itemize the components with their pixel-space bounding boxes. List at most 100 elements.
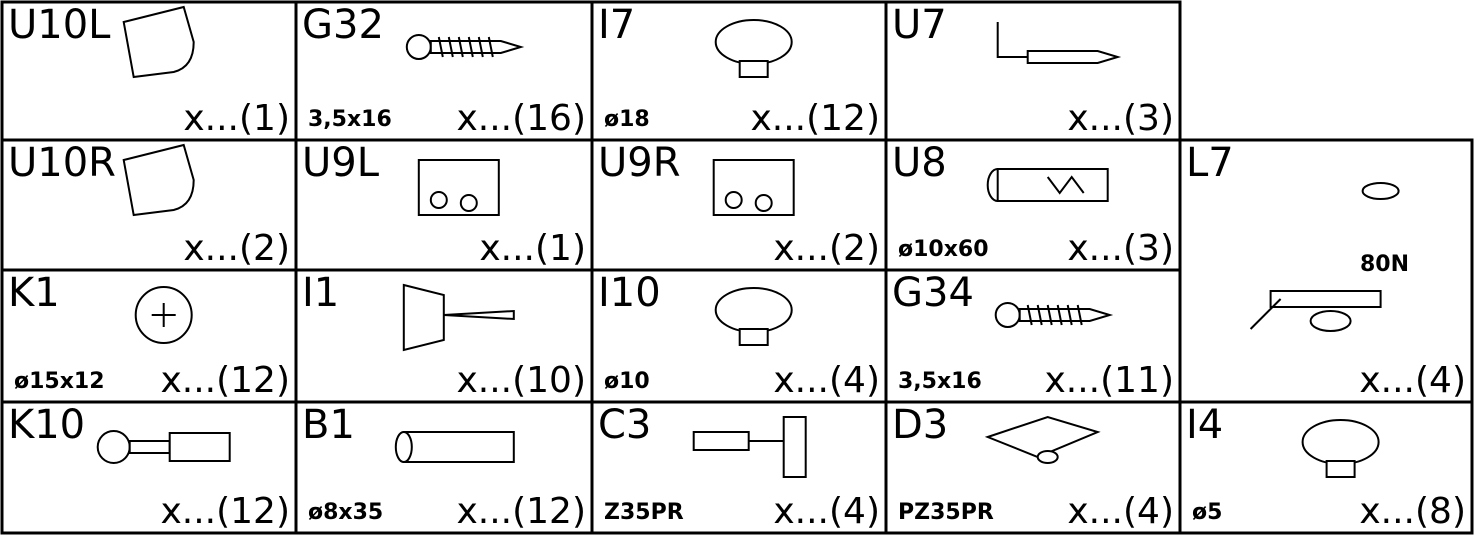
part-quantity: x...(2) (183, 228, 290, 269)
part-spec: ø5 (1192, 500, 1222, 525)
icon-part (1325, 460, 1356, 478)
part-cell: U10L x...(1) (0, 0, 298, 142)
icon-part (429, 40, 525, 54)
part-quantity: x...(3) (1067, 228, 1174, 269)
icon-part (1056, 304, 1063, 326)
part-quantity: x...(16) (456, 98, 586, 139)
part-spec: Z35PR (604, 500, 684, 525)
part-spec: ø18 (604, 107, 650, 132)
part-cell: U8 ø10x60 x...(3) (884, 138, 1182, 272)
icon-part (984, 415, 1101, 459)
icon-part (122, 5, 195, 79)
icon-part (168, 432, 231, 462)
part-code: U8 (892, 140, 947, 186)
icon-part (417, 159, 500, 216)
icon-part (467, 36, 474, 58)
part-code: C3 (598, 402, 651, 448)
icon-part (405, 34, 432, 60)
icon-part (1309, 310, 1352, 332)
part-spec: ø8x35 (308, 500, 383, 525)
icon-part (782, 416, 807, 478)
part-code: U9L (302, 140, 380, 186)
part-cell: G34 3,5x16 x...(11) (884, 268, 1182, 404)
icon-part (1249, 298, 1282, 330)
part-spec: 80N (1360, 252, 1409, 277)
icon-part (754, 194, 773, 212)
part-spec: ø10 (604, 369, 650, 394)
part-quantity: x...(4) (1067, 491, 1174, 532)
part-code: U9R (598, 140, 681, 186)
part-code: B1 (302, 402, 355, 448)
icon-part (996, 22, 1028, 58)
part-cell: G32 3,5x16 x...(16) (294, 0, 594, 142)
part-code: K10 (8, 402, 85, 448)
part-code: I1 (302, 270, 339, 316)
icon-part (459, 194, 478, 212)
icon-part (1076, 304, 1083, 326)
part-code: G32 (302, 2, 384, 48)
icon-part (443, 309, 515, 321)
part-code: I7 (598, 2, 635, 48)
part-quantity: x...(4) (1359, 360, 1466, 401)
icon-part (1361, 182, 1400, 200)
icon-part (1269, 290, 1382, 308)
part-spec: ø15x12 (14, 369, 105, 394)
part-cell: L7 80N x...(4) (1178, 138, 1474, 404)
part-quantity: x...(1) (479, 228, 586, 269)
icon-part (128, 440, 171, 454)
part-cell: K10 x...(12) (0, 400, 298, 535)
part-cell: K1 ø15x12 x...(12) (0, 268, 298, 404)
cell-border (1178, 400, 1474, 535)
part-quantity: x...(12) (456, 491, 586, 532)
part-spec: 3,5x16 (898, 369, 982, 394)
part-code: G34 (892, 270, 974, 316)
part-cell: I7 ø18 x...(12) (590, 0, 888, 142)
icon-part (477, 36, 484, 58)
part-cell: U9R x...(2) (590, 138, 888, 272)
icon-part (151, 303, 176, 327)
icon-part (714, 19, 793, 65)
part-cell: C3 Z35PR x...(4) (590, 400, 888, 535)
icon-part (1026, 304, 1033, 326)
icon-part (738, 328, 769, 346)
icon-part (457, 36, 464, 58)
part-quantity: x...(3) (1067, 98, 1174, 139)
part-spec: 3,5x16 (308, 107, 392, 132)
part-cell: U7 x...(3) (884, 0, 1182, 142)
icon-part (1046, 304, 1053, 326)
part-cell: U10R x...(2) (0, 138, 298, 272)
part-code: D3 (892, 402, 948, 448)
part-quantity: x...(2) (773, 228, 880, 269)
icon-part (724, 191, 743, 209)
icon-part (1036, 450, 1059, 464)
part-cell: B1 ø8x35 x...(12) (294, 400, 594, 535)
part-code: U10R (8, 140, 116, 186)
part-spec: PZ35PR (898, 500, 994, 525)
part-code: K1 (8, 270, 60, 316)
icon-part (1066, 304, 1073, 326)
icon-part (1026, 50, 1122, 64)
icon-part (714, 287, 793, 333)
icon-part (1046, 175, 1085, 195)
icon-part (738, 60, 769, 78)
icon-part (1036, 304, 1043, 326)
part-quantity: x...(12) (160, 491, 290, 532)
icon-part (402, 431, 515, 463)
icon-part (1301, 419, 1380, 465)
part-cell: D3 PZ35PR x...(4) (884, 400, 1182, 535)
part-quantity: x...(4) (773, 491, 880, 532)
part-code: I10 (598, 270, 661, 316)
part-quantity: x...(12) (750, 98, 880, 139)
part-cell: I10 ø10 x...(4) (590, 268, 888, 404)
icon-part (692, 431, 750, 451)
part-quantity: x...(1) (183, 98, 290, 139)
icon-part (394, 431, 413, 463)
part-quantity: x...(10) (456, 360, 586, 401)
part-code: L7 (1186, 140, 1234, 186)
part-quantity: x...(11) (1044, 360, 1174, 401)
icon-part (712, 159, 795, 216)
icon-part (122, 143, 195, 217)
part-cell: U9L x...(1) (294, 138, 594, 272)
icon-part (994, 302, 1021, 328)
